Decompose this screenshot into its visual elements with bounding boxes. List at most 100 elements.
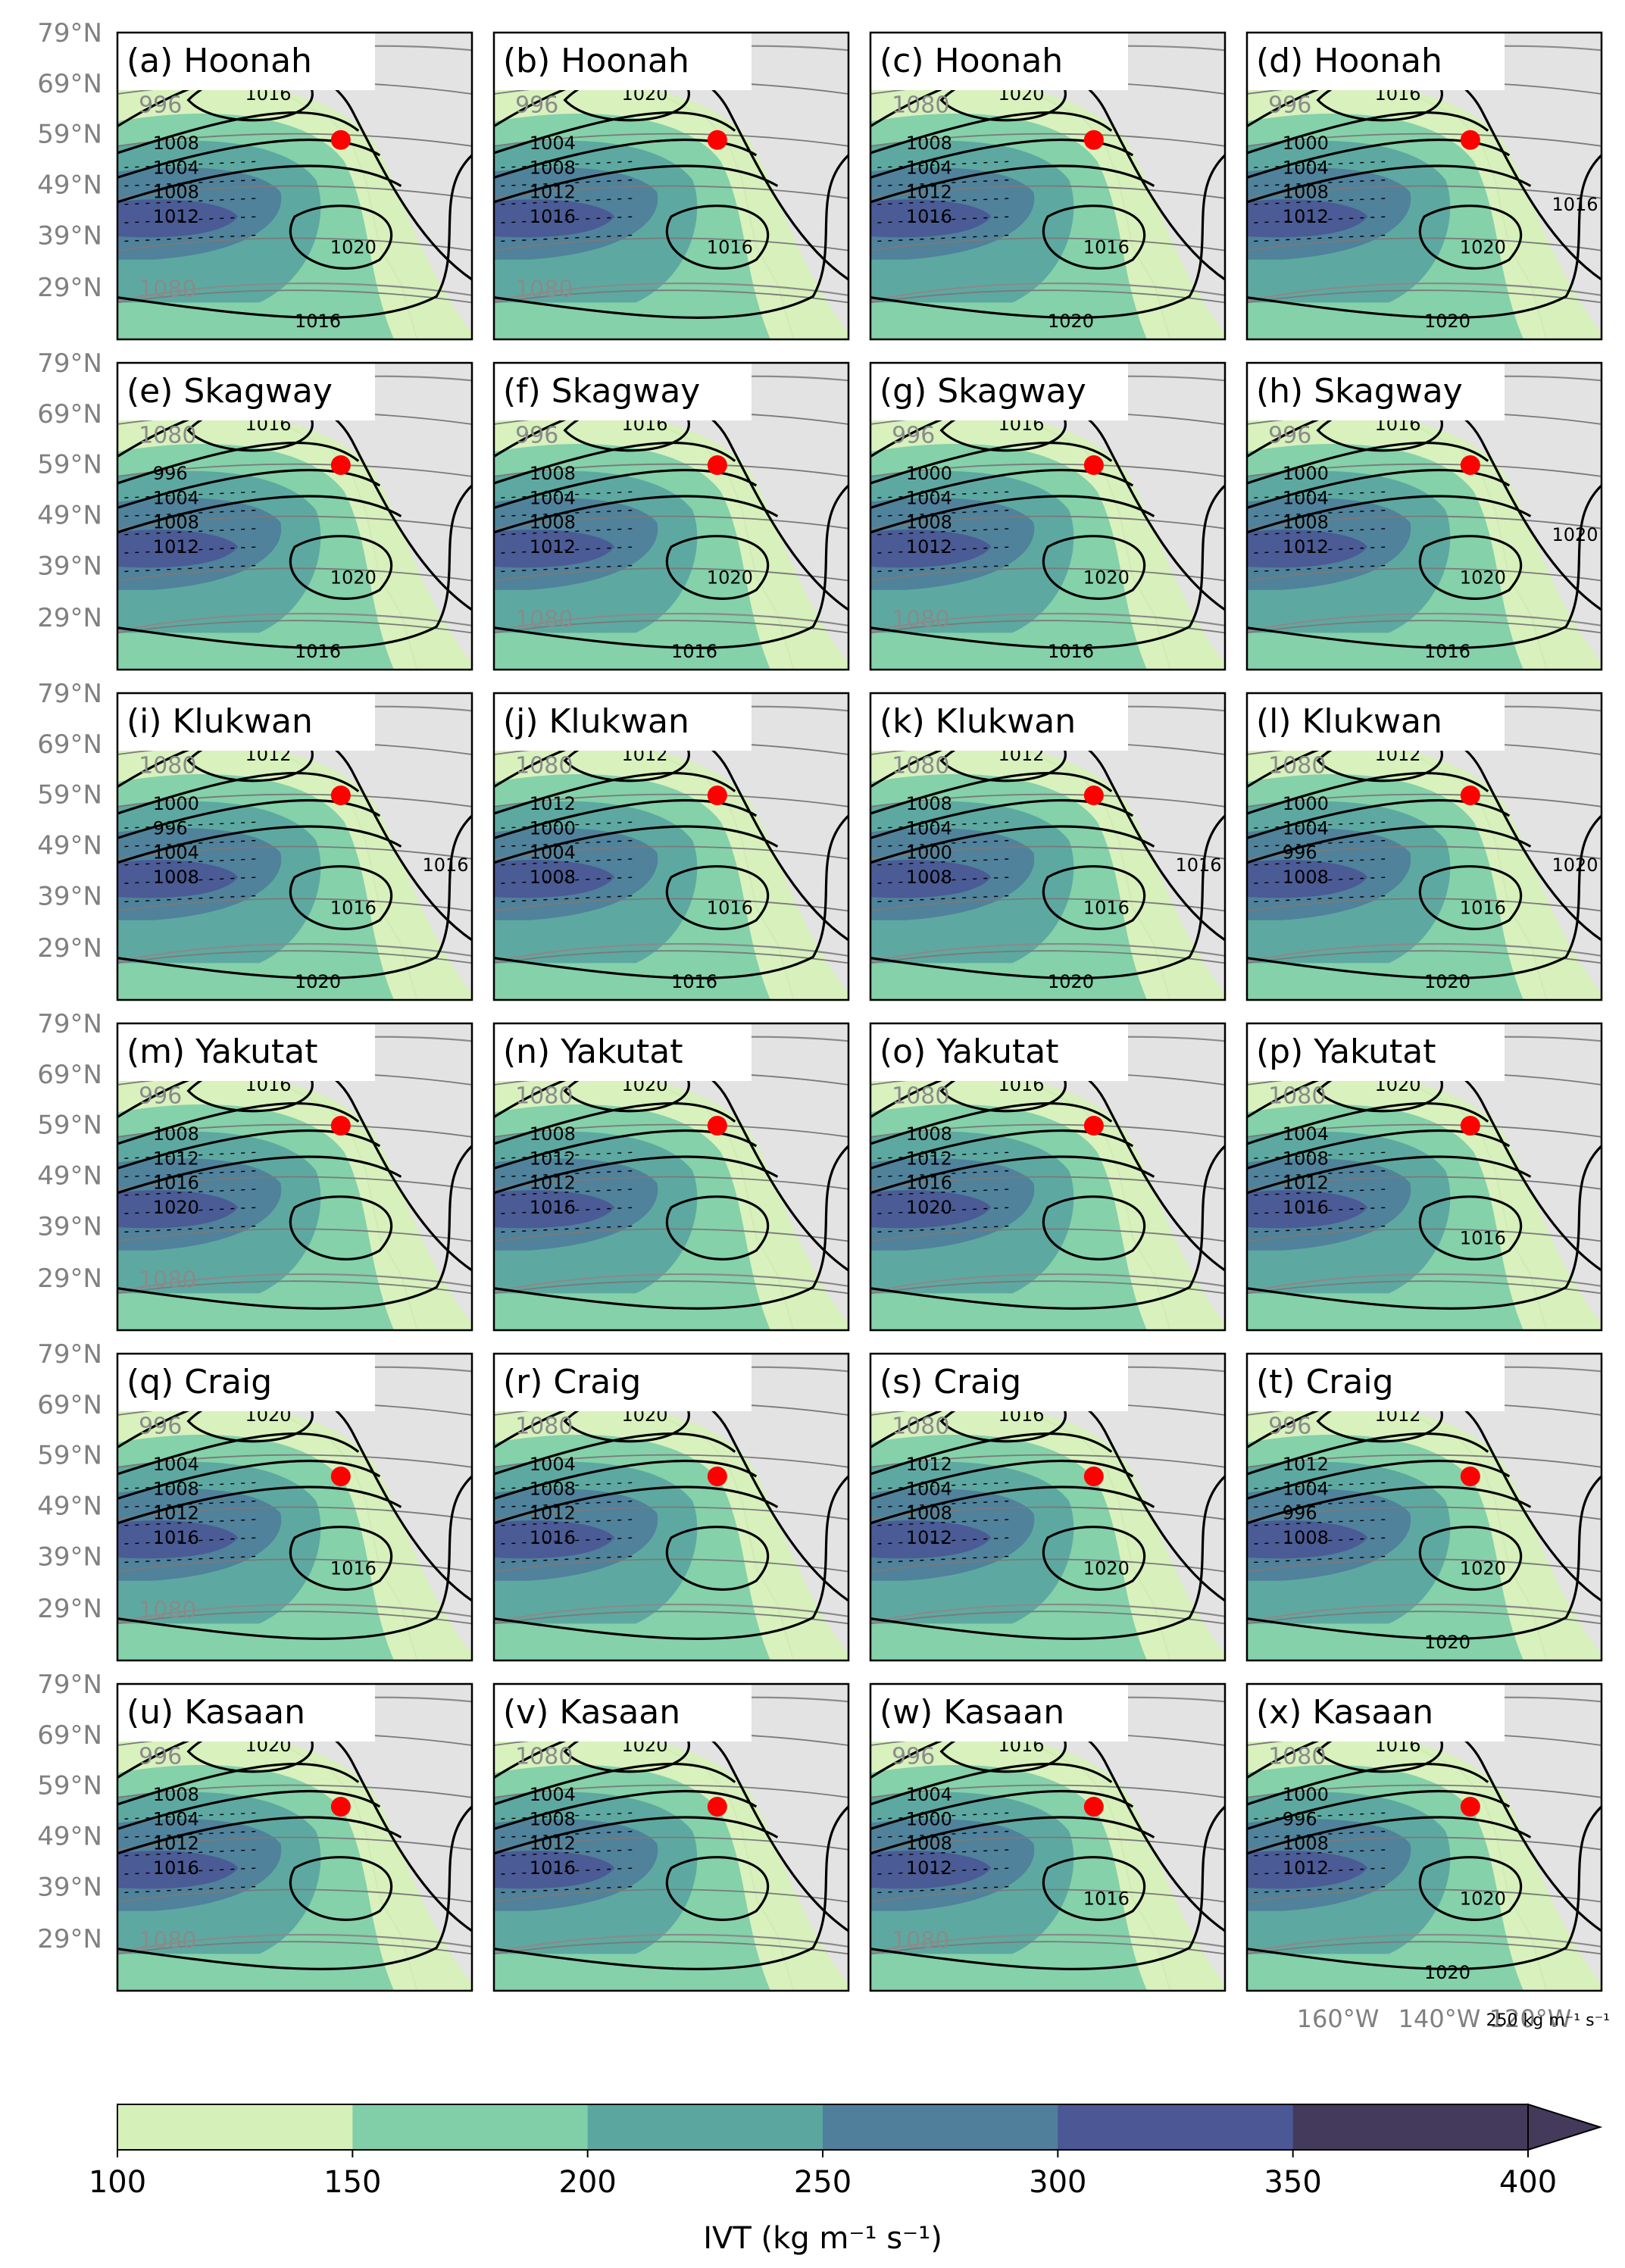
- isobar-label: 1012: [530, 1148, 576, 1169]
- location-marker: [1083, 455, 1104, 475]
- geopotential-line: [494, 282, 848, 302]
- isobar: [870, 1129, 1134, 1170]
- isobar: [1247, 495, 1532, 534]
- isobar: [289, 1195, 393, 1261]
- isobar-label: 1004: [530, 133, 576, 154]
- isobar: [1247, 1459, 1511, 1501]
- latitude-tick: 69°N: [37, 399, 102, 430]
- latitude-tick: 49°N: [37, 1491, 102, 1521]
- geopotential-label: 1080: [1268, 1082, 1326, 1109]
- ivt-vector: [877, 1225, 1013, 1233]
- graticule-lat: [1247, 1941, 1602, 1955]
- panel-frame: [492, 31, 850, 341]
- ivt-band-300: [1247, 1851, 1368, 1889]
- isobar: [1042, 535, 1146, 600]
- ivt-band-300: [1247, 530, 1368, 568]
- graticule-lat: [117, 898, 472, 912]
- latitude-tick: 49°N: [37, 830, 102, 861]
- graticule-lat: [494, 567, 848, 582]
- graticule-lat: [117, 845, 472, 860]
- graticule-lat: [1247, 1176, 1602, 1190]
- isobar-label: 1008: [153, 512, 199, 533]
- location-marker: [1460, 1116, 1480, 1136]
- ivt-band-300: [117, 199, 239, 238]
- graticule-lat: [117, 463, 472, 477]
- isobar: [117, 1816, 402, 1855]
- graticule-lat: [494, 1836, 848, 1851]
- isobar-label: 1004: [153, 157, 199, 178]
- graticule-lat: [870, 185, 1225, 199]
- isobar: [870, 1485, 1155, 1525]
- isobar-label: 1008: [530, 1808, 576, 1829]
- ivt-vector: [124, 858, 260, 866]
- graticule-lat: [1247, 898, 1602, 912]
- isobar-label: 1020: [1460, 1888, 1506, 1910]
- location-marker: [1460, 455, 1480, 475]
- ivt-band-300: [1247, 1520, 1368, 1559]
- isobar-label: 1020: [1460, 567, 1506, 589]
- ivt-vector: [877, 895, 1013, 903]
- isobar-label: 1008: [530, 1478, 576, 1499]
- geopotential-line: [494, 1603, 848, 1623]
- panel-title: (x) Kasaan: [1256, 1693, 1433, 1732]
- ivt-vector: [501, 1482, 636, 1489]
- ivt-vector: [1254, 876, 1389, 884]
- panel-title-box: [1247, 1023, 1505, 1081]
- isobar: [870, 495, 1155, 534]
- panel-title: (h) Skagway: [1256, 372, 1463, 411]
- location-marker: [707, 1467, 727, 1486]
- geopotential-line: [117, 1273, 472, 1293]
- isobar: [1247, 1789, 1511, 1831]
- isobar: [1247, 798, 1511, 840]
- graticule-lat: [494, 1610, 848, 1625]
- ivt-vector: [877, 1482, 1013, 1489]
- geopotential-line: [1247, 942, 1602, 963]
- graticule-lat: [870, 1176, 1225, 1190]
- panel-title-box: [494, 363, 752, 420]
- isobar: [1247, 1155, 1532, 1195]
- isobar-label: 1020: [707, 567, 753, 589]
- isobar-label: 1016: [1175, 854, 1221, 876]
- geopotential-label: 1080: [892, 752, 949, 779]
- ivt-vector: [124, 179, 260, 187]
- isobar-label: 1008: [906, 512, 952, 533]
- isobar-label: 1016: [330, 1558, 377, 1579]
- panel-title: (m) Yakutat: [127, 1032, 317, 1071]
- location-marker: [330, 1467, 351, 1486]
- ivt-vector: [1254, 1830, 1389, 1838]
- isobar-label: 1012: [530, 1833, 576, 1854]
- ivt-band-300: [494, 1190, 615, 1229]
- isobar-label: 1008: [530, 157, 576, 178]
- isobar: [870, 153, 1225, 319]
- graticule-lat: [494, 898, 848, 912]
- geopotential-line: [870, 282, 1225, 302]
- isobar: [117, 1485, 402, 1525]
- ivt-vector: [1254, 179, 1389, 187]
- geopotential-label: 996: [892, 422, 935, 448]
- panel-frame: [869, 1022, 1227, 1332]
- ivt-vector: [1254, 161, 1389, 168]
- isobar-label: 1008: [1283, 1148, 1329, 1169]
- graticule-lat: [494, 237, 848, 251]
- isobar: [289, 1856, 393, 1921]
- colorbar-segment-250: [823, 2104, 1058, 2150]
- latitude-tick: 79°N: [37, 679, 102, 709]
- ivt-vector: [877, 1867, 1013, 1875]
- ivt-band-300: [870, 1520, 992, 1559]
- isobar-label: 1008: [1283, 182, 1329, 203]
- panel-title-box: [117, 1023, 375, 1081]
- ivt-band-300: [117, 860, 239, 898]
- ivt-vector: [877, 1812, 1013, 1820]
- geopotential-line: [870, 1603, 1225, 1623]
- ivt-vector: [501, 491, 636, 498]
- isobar-label: 1008: [906, 1123, 952, 1145]
- isobar-label: 1016: [1283, 1197, 1329, 1218]
- isobar-label: 1016: [1460, 898, 1506, 919]
- isobar-label: 1008: [530, 463, 576, 484]
- isobar: [665, 1856, 770, 1921]
- ivt-vector: [877, 1555, 1013, 1564]
- isobar: [1247, 1129, 1511, 1170]
- panel-title-box: [870, 693, 1128, 751]
